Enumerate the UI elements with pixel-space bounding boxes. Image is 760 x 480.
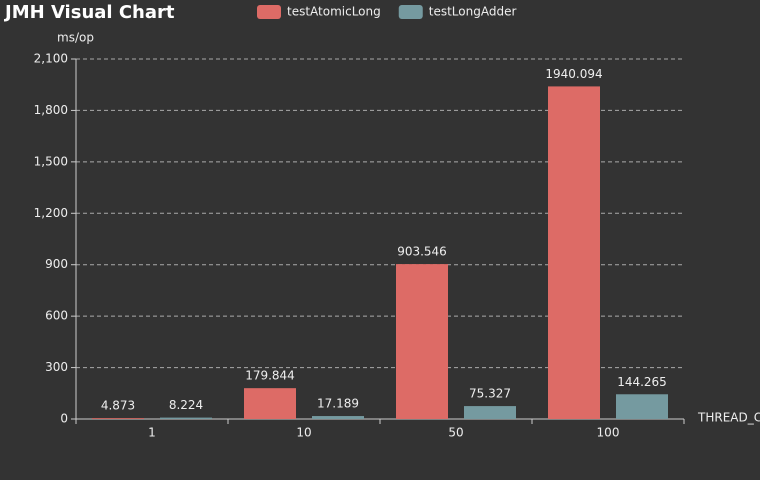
value-label: 903.546 — [397, 245, 447, 259]
bar — [244, 388, 296, 419]
value-label: 1940.094 — [545, 67, 602, 81]
bar — [616, 394, 668, 419]
value-label: 179.844 — [245, 369, 295, 383]
y-tick-label: 300 — [45, 360, 68, 374]
y-tick-label: 0 — [60, 412, 68, 426]
value-label: 144.265 — [617, 375, 667, 389]
bar — [396, 264, 448, 419]
x-tick-label: 50 — [448, 426, 463, 440]
legend-label: testAtomicLong — [287, 5, 381, 19]
legend-label: testLongAdder — [429, 5, 517, 19]
value-label: 8.224 — [169, 398, 203, 412]
x-tick-label: 10 — [296, 426, 311, 440]
y-tick-label: 2,100 — [34, 52, 68, 66]
value-label: 17.189 — [317, 397, 359, 411]
value-label: 4.873 — [101, 399, 135, 413]
bar — [160, 417, 212, 419]
y-axis-label: ms/op — [57, 31, 94, 45]
x-tick-label: 1 — [148, 426, 156, 440]
value-label: 75.327 — [469, 387, 511, 401]
chart-title: JMH Visual Chart — [3, 2, 175, 23]
x-axis-label: THREAD_C — [697, 411, 760, 425]
bar — [92, 418, 144, 419]
x-tick-label: 100 — [597, 426, 620, 440]
bar — [312, 416, 364, 419]
legend-swatch — [398, 5, 423, 19]
y-tick-label: 1,800 — [34, 103, 68, 117]
legend-swatch — [257, 5, 281, 19]
y-tick-label: 1,200 — [34, 206, 68, 220]
y-tick-label: 900 — [45, 257, 68, 271]
y-tick-label: 600 — [45, 309, 68, 323]
bar — [464, 406, 516, 419]
y-tick-label: 1,500 — [34, 154, 68, 168]
bar — [548, 86, 600, 419]
